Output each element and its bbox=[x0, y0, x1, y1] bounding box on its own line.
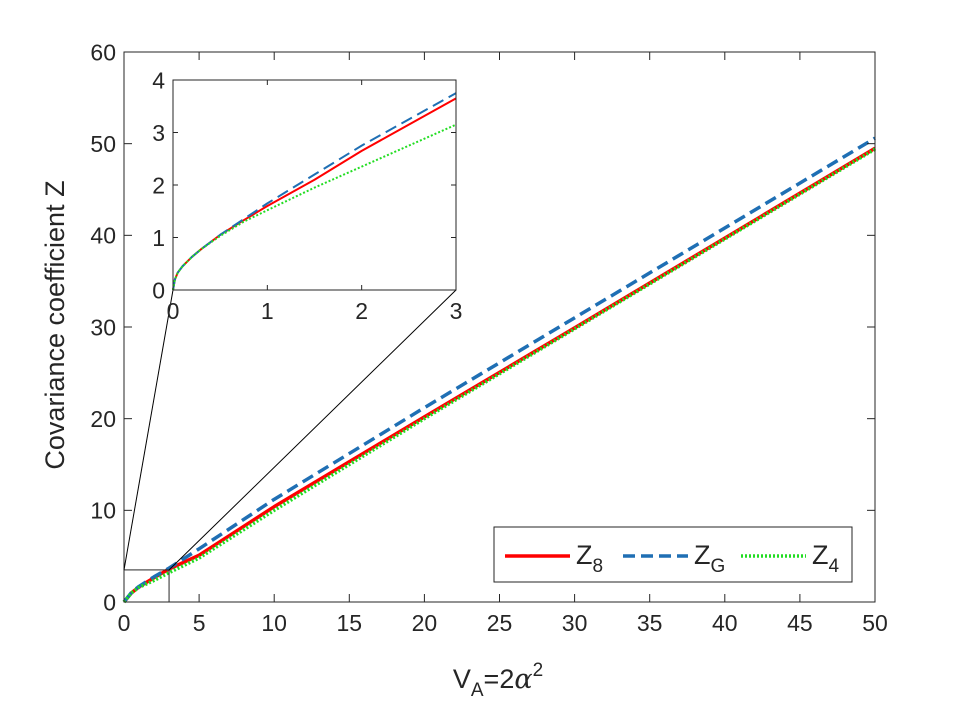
main-y-tick-label: 10 bbox=[90, 498, 116, 524]
x-label-greek: α bbox=[514, 664, 532, 695]
inset-series-zg bbox=[172, 92, 457, 291]
inset-series-z4 bbox=[172, 123, 457, 291]
main-x-tick-label: 30 bbox=[562, 610, 588, 636]
x-label-equals: =2 bbox=[484, 664, 515, 694]
inset-x-tick-label: 1 bbox=[261, 298, 274, 324]
legend: Z8 ZG Z4 bbox=[493, 526, 853, 583]
main-y-tick-label: 30 bbox=[90, 314, 116, 340]
legend-label-zg: ZG bbox=[694, 540, 725, 577]
main-y-tick-label: 40 bbox=[90, 223, 116, 249]
inset-x-tick-label: 2 bbox=[355, 298, 368, 324]
main-y-axis-label: Covariance coefficient Z bbox=[40, 180, 70, 469]
main-x-tick-label: 20 bbox=[412, 610, 438, 636]
main-y-tick-label: 50 bbox=[90, 131, 116, 157]
main-x-tick-label: 35 bbox=[637, 610, 663, 636]
inset-y-tick-label: 3 bbox=[152, 120, 165, 146]
legend-label-z4: Z4 bbox=[812, 540, 840, 577]
main-x-tick-label: 25 bbox=[487, 610, 513, 636]
legend-label-z8: Z8 bbox=[576, 540, 603, 577]
main-x-tick-label: 50 bbox=[862, 610, 888, 636]
inset-x-tick-label: 0 bbox=[167, 298, 180, 324]
inset-y-tick-label: 0 bbox=[152, 277, 165, 303]
x-label-main: V bbox=[453, 664, 471, 694]
main-y-tick-label: 0 bbox=[103, 589, 116, 615]
main-x-axis-label: VA=2α2 bbox=[453, 660, 543, 701]
main-x-tick-label: 5 bbox=[193, 610, 206, 636]
main-x-tick-label: 15 bbox=[337, 610, 363, 636]
inset-y-tick-label: 1 bbox=[152, 225, 165, 251]
main-x-tick-label: 45 bbox=[787, 610, 813, 636]
inset-x-tick-label: 3 bbox=[450, 298, 463, 324]
zoom-region-box bbox=[123, 569, 170, 603]
main-series-z4 bbox=[122, 147, 876, 604]
main-x-tick-label: 0 bbox=[118, 610, 131, 636]
main-y-tick-label: 20 bbox=[90, 406, 116, 432]
main-x-tick-label: 10 bbox=[261, 610, 287, 636]
inset-y-tick-label: 2 bbox=[152, 172, 165, 198]
x-label-superscript: 2 bbox=[533, 660, 544, 681]
main-y-tick-label: 60 bbox=[90, 39, 116, 65]
main-series-zg bbox=[122, 136, 876, 604]
inset-plot: 0 1 2 3 0 1 2 3 4 bbox=[152, 67, 462, 324]
main-x-tick-label: 40 bbox=[712, 610, 738, 636]
inset-plot-area bbox=[173, 80, 456, 290]
inset-y-tick-label: 4 bbox=[152, 67, 165, 93]
zoom-connector-line bbox=[168, 289, 457, 571]
zoom-connector-line bbox=[123, 289, 174, 571]
x-label-subscript: A bbox=[471, 680, 484, 701]
